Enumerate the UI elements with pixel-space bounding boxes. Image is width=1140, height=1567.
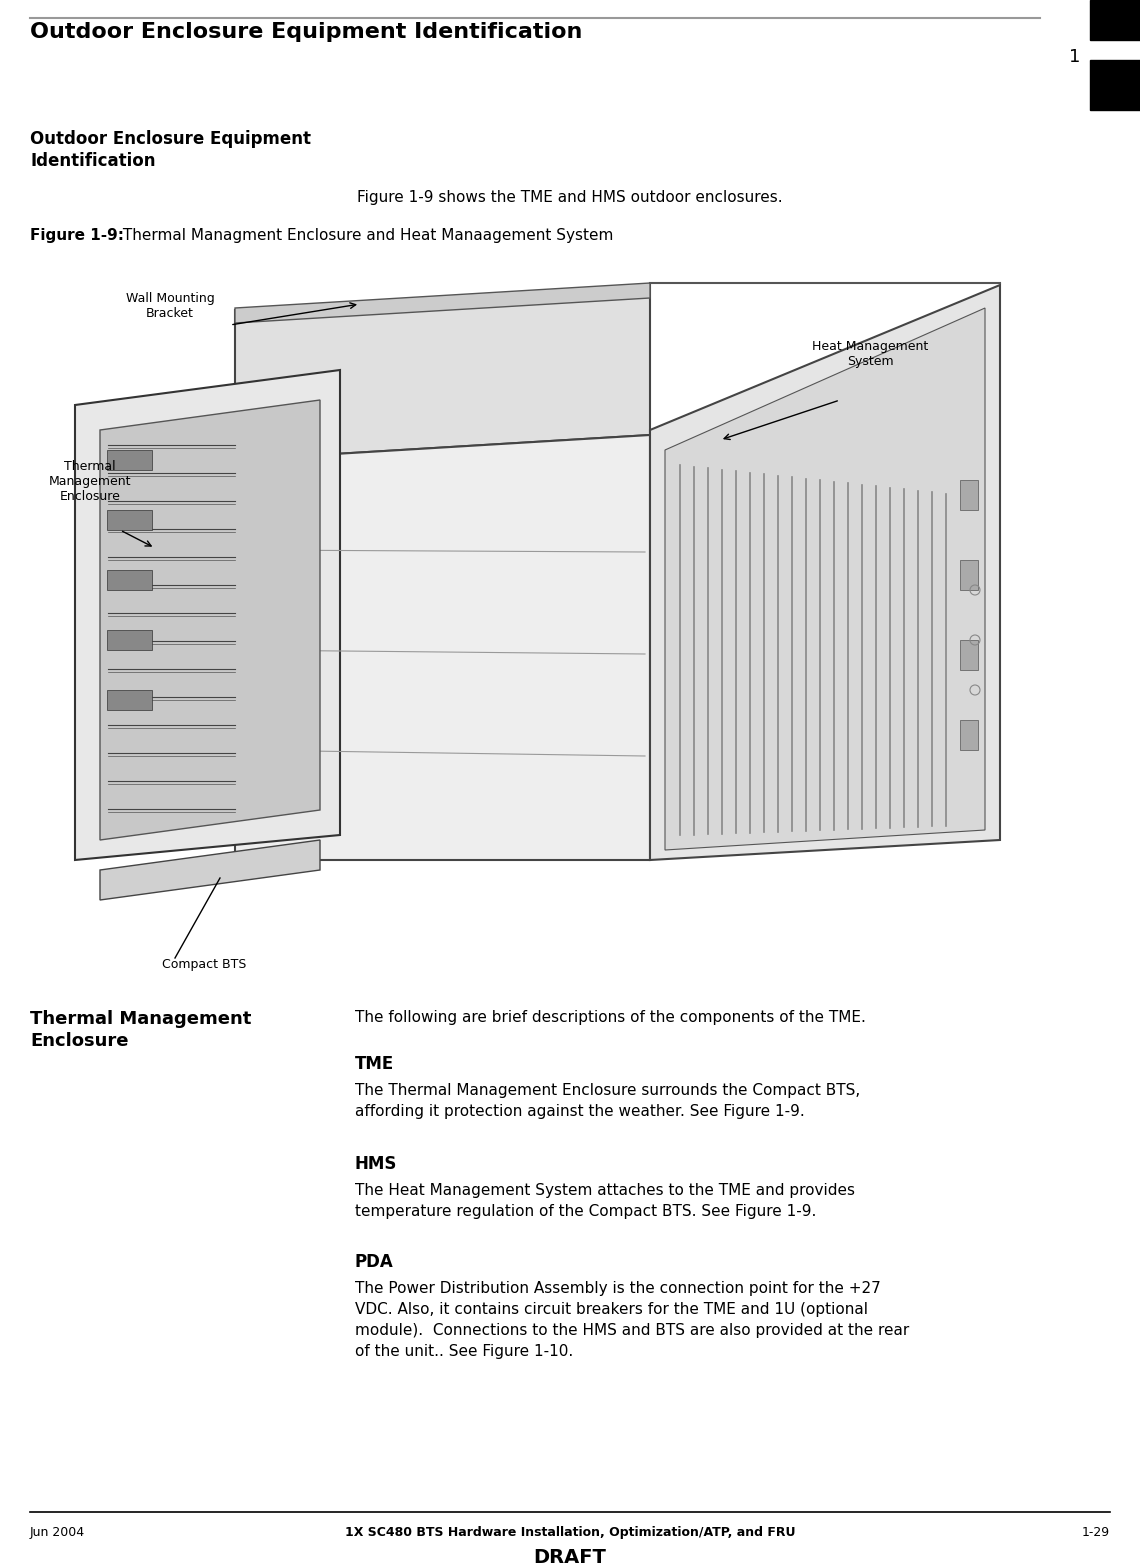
Text: Thermal
Management
Enclosure: Thermal Management Enclosure bbox=[49, 461, 131, 503]
Text: TME: TME bbox=[355, 1055, 394, 1073]
Bar bbox=[1090, 0, 1140, 41]
Bar bbox=[107, 689, 152, 710]
Text: Thermal Management: Thermal Management bbox=[30, 1011, 252, 1028]
Text: The Heat Management System attaches to the TME and provides
temperature regulati: The Heat Management System attaches to t… bbox=[355, 1183, 855, 1219]
Polygon shape bbox=[650, 285, 1000, 860]
Polygon shape bbox=[100, 840, 320, 899]
Text: Heat Management
System: Heat Management System bbox=[812, 340, 928, 368]
Bar bbox=[107, 509, 152, 530]
Polygon shape bbox=[235, 285, 650, 461]
Text: The Power Distribution Assembly is the connection point for the +27
VDC. Also, i: The Power Distribution Assembly is the c… bbox=[355, 1280, 910, 1359]
Text: Wall Mounting
Bracket: Wall Mounting Bracket bbox=[125, 291, 214, 320]
Bar bbox=[960, 719, 978, 751]
Text: PDA: PDA bbox=[355, 1254, 393, 1271]
Polygon shape bbox=[665, 309, 985, 849]
Text: Enclosure: Enclosure bbox=[30, 1033, 129, 1050]
Bar bbox=[960, 480, 978, 509]
Text: Thermal Managment Enclosure and Heat Manaagement System: Thermal Managment Enclosure and Heat Man… bbox=[119, 229, 613, 243]
Bar bbox=[107, 570, 152, 591]
Text: HMS: HMS bbox=[355, 1155, 398, 1174]
Text: Jun 2004: Jun 2004 bbox=[30, 1526, 86, 1539]
Text: Compact BTS: Compact BTS bbox=[162, 957, 246, 972]
Text: Figure 1-9 shows the TME and HMS outdoor enclosures.: Figure 1-9 shows the TME and HMS outdoor… bbox=[357, 190, 783, 205]
Text: 1: 1 bbox=[1069, 49, 1081, 66]
Text: Identification: Identification bbox=[30, 152, 155, 169]
Text: Outdoor Enclosure Equipment: Outdoor Enclosure Equipment bbox=[30, 130, 311, 147]
Bar bbox=[960, 559, 978, 591]
Text: DRAFT: DRAFT bbox=[534, 1548, 606, 1567]
Polygon shape bbox=[75, 370, 340, 860]
Polygon shape bbox=[235, 284, 650, 323]
Polygon shape bbox=[235, 436, 650, 860]
Bar bbox=[960, 639, 978, 671]
Text: The following are brief descriptions of the components of the TME.: The following are brief descriptions of … bbox=[355, 1011, 866, 1025]
Bar bbox=[107, 630, 152, 650]
Text: Figure 1-9:: Figure 1-9: bbox=[30, 229, 124, 243]
Text: Outdoor Enclosure Equipment Identification: Outdoor Enclosure Equipment Identificati… bbox=[30, 22, 583, 42]
Bar bbox=[1090, 60, 1140, 110]
Text: 1X SC480 BTS Hardware Installation, Optimization/ATP, and FRU: 1X SC480 BTS Hardware Installation, Opti… bbox=[344, 1526, 796, 1539]
Bar bbox=[107, 450, 152, 470]
Text: 1-29: 1-29 bbox=[1082, 1526, 1110, 1539]
Polygon shape bbox=[100, 400, 320, 840]
Text: The Thermal Management Enclosure surrounds the Compact BTS,
affording it protect: The Thermal Management Enclosure surroun… bbox=[355, 1083, 861, 1119]
